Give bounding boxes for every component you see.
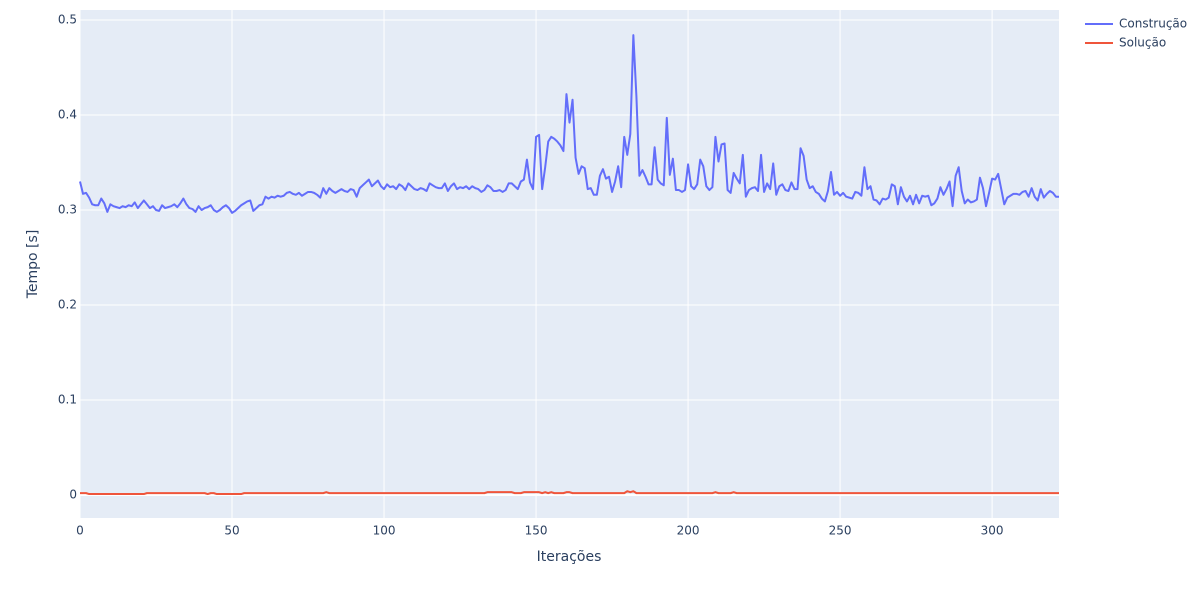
y-tick-label: 0.3 <box>58 202 77 216</box>
x-axis-title: Iterações <box>537 549 602 565</box>
lines <box>79 34 1059 496</box>
x-tick-label: 250 <box>829 524 852 538</box>
y-tick-label: 0 <box>69 488 77 502</box>
legend-label[interactable]: Solução <box>1119 36 1166 50</box>
y-tick-label: 0.5 <box>58 12 77 26</box>
x-tick-label: 300 <box>981 524 1004 538</box>
x-tick-label: 200 <box>677 524 700 538</box>
x-tick-label: 0 <box>76 524 84 538</box>
y-tick-label: 0.2 <box>58 297 77 311</box>
series-line <box>79 34 1059 214</box>
legend: Construção Solução <box>1085 17 1187 50</box>
y-tick-label: 0.4 <box>58 107 77 121</box>
y-axis-title: Tempo [s] <box>25 230 41 300</box>
y-tick-label: 0.1 <box>58 393 77 407</box>
legend-label[interactable]: Construção <box>1119 17 1187 31</box>
x-tick-label: 100 <box>373 524 396 538</box>
x-tick-label: 150 <box>525 524 548 538</box>
series-line <box>80 490 1059 496</box>
plot-area <box>80 10 1059 518</box>
x-tick-label: 50 <box>224 524 239 538</box>
